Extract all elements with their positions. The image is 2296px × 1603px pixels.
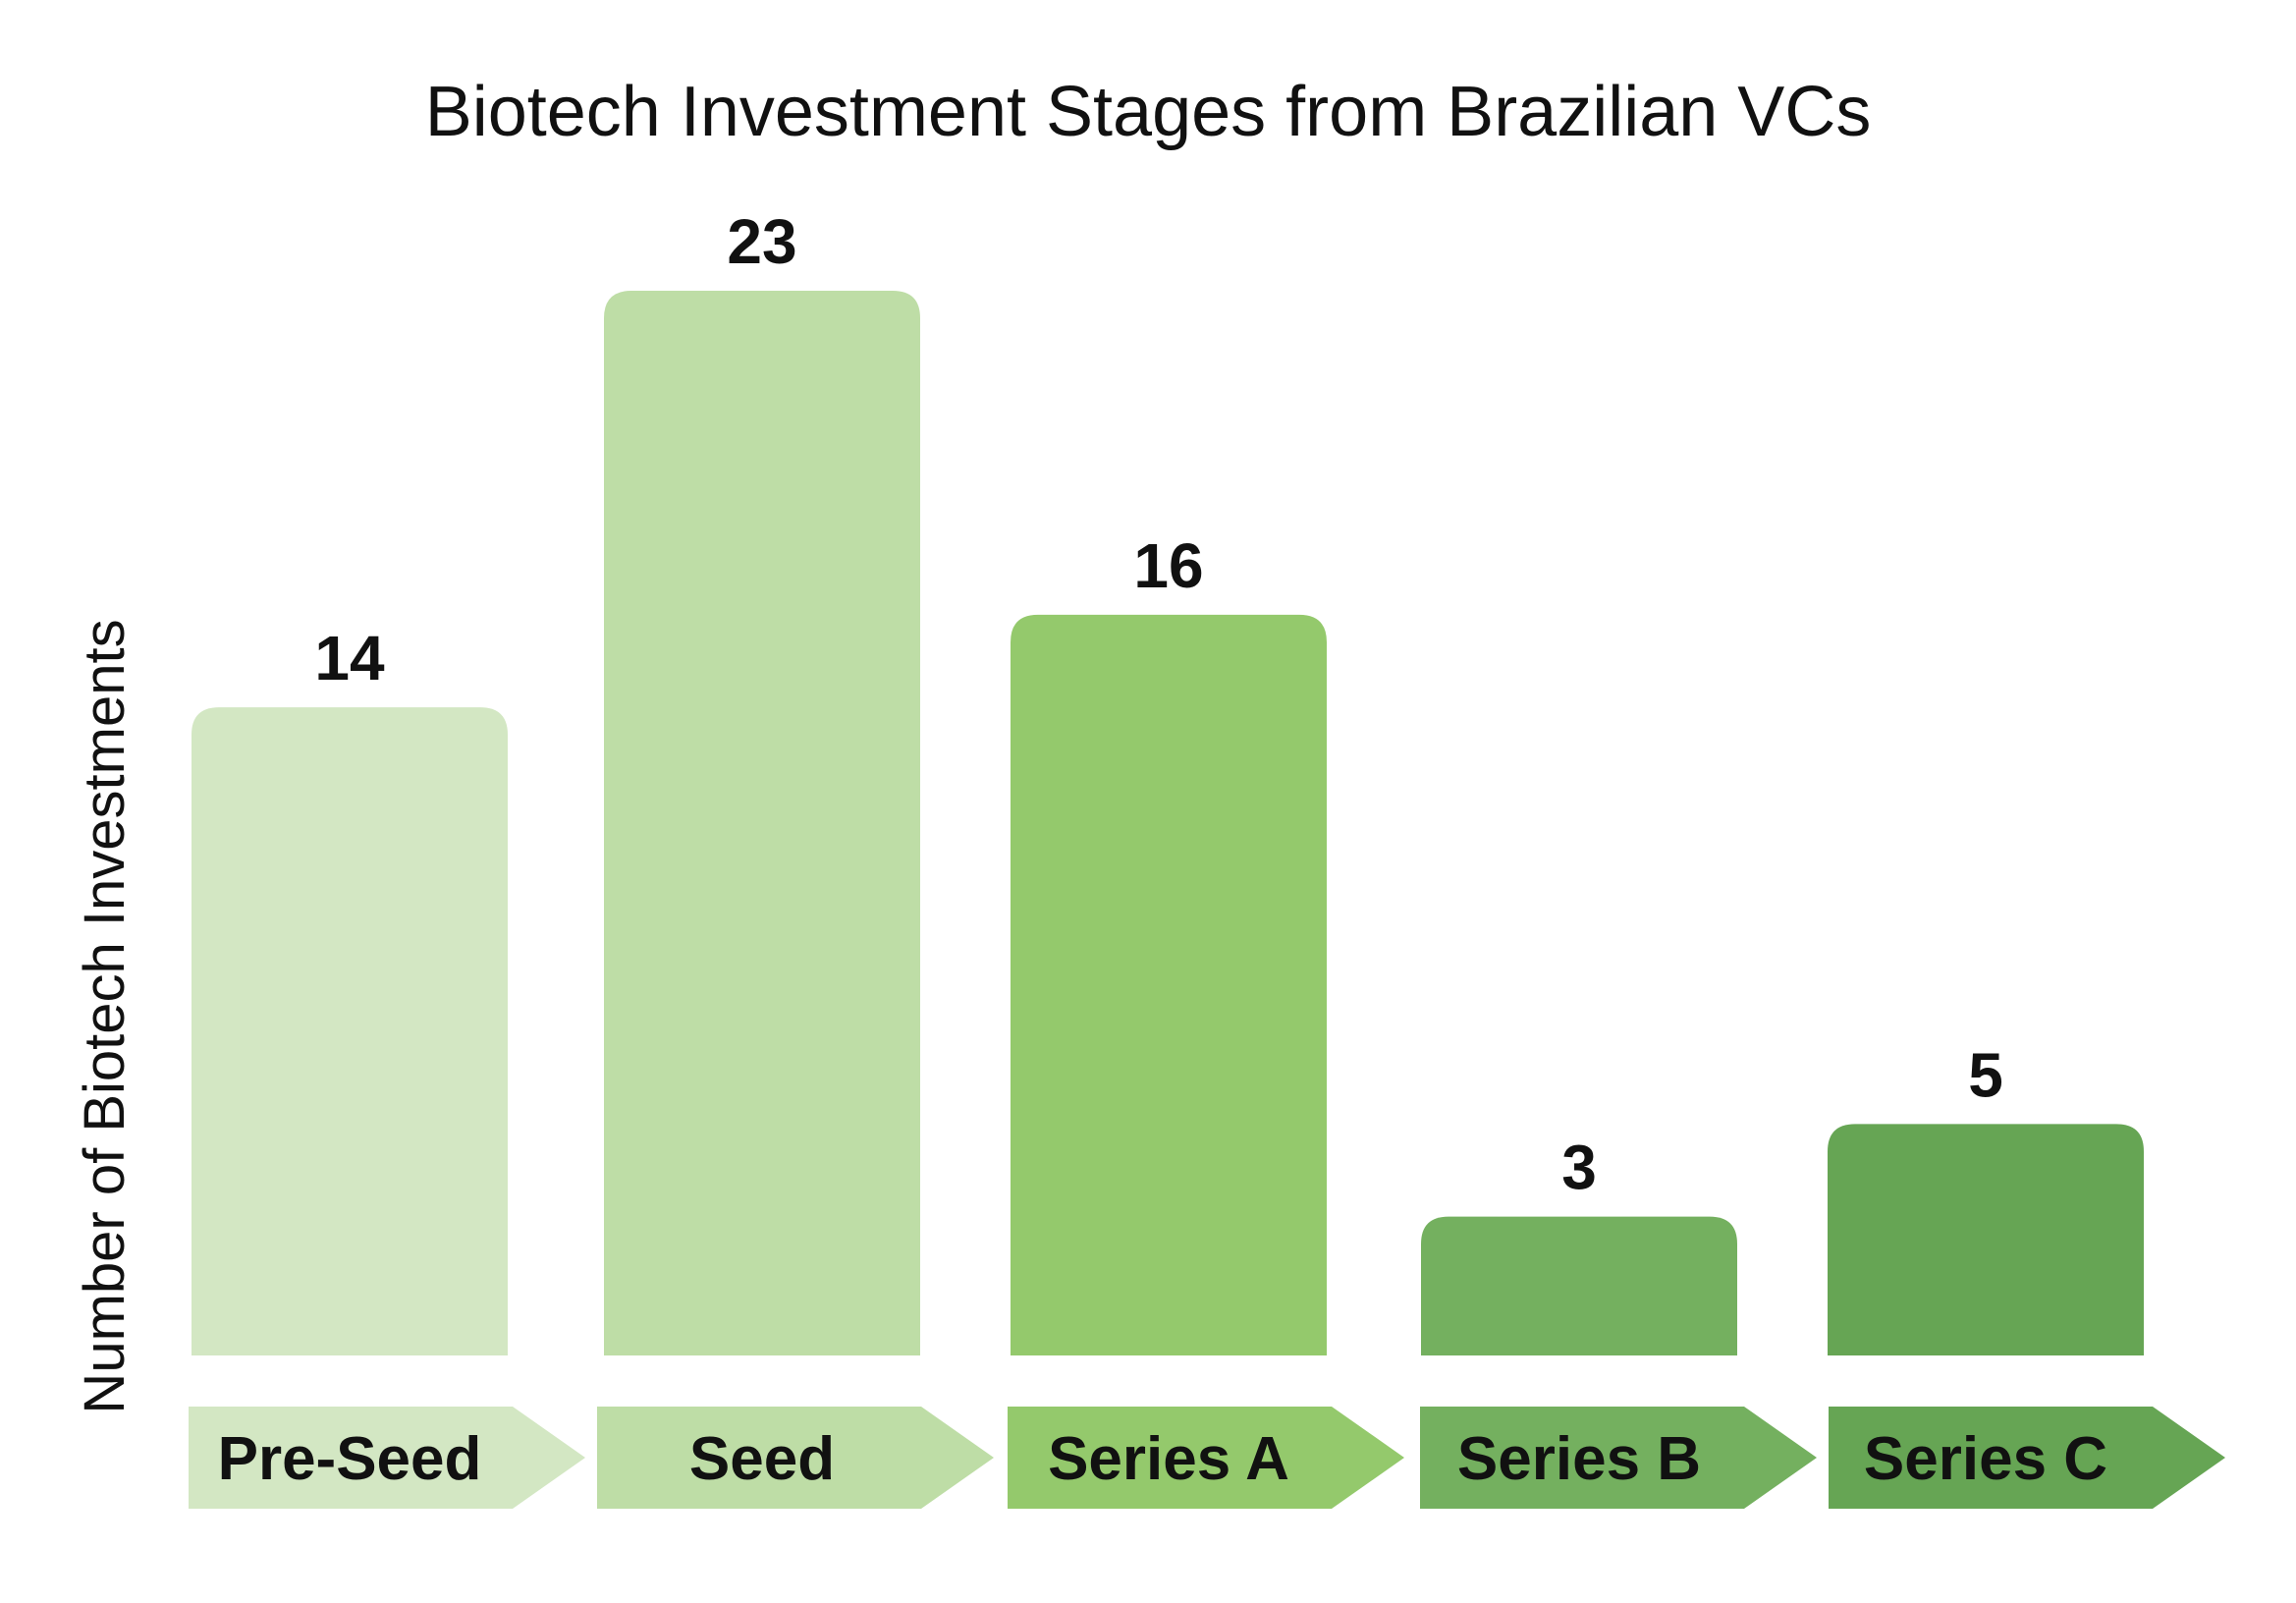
bar-series-b	[1421, 1216, 1737, 1355]
chart-title: Biotech Investment Stages from Brazilian…	[425, 73, 1872, 151]
bar-seed	[604, 291, 920, 1355]
value-labels-group: 14 23 16 3 5	[314, 206, 2002, 1203]
stage-arrow-series-a	[1008, 1407, 1404, 1509]
stage-arrows-group: Pre-Seed Seed Series A Series B Series C	[189, 1407, 2225, 1509]
bar-series-c	[1828, 1124, 2144, 1355]
bar-pre-seed	[191, 707, 508, 1355]
value-label-series-c: 5	[1968, 1039, 2003, 1110]
bar-series-a	[1011, 614, 1327, 1355]
bars-group	[191, 291, 2144, 1355]
value-label-pre-seed: 14	[314, 623, 385, 693]
stage-arrow-pre-seed	[189, 1407, 585, 1509]
stage-arrow-series-c	[1829, 1407, 2225, 1509]
category-label-series-c: Series C	[1864, 1425, 2107, 1493]
value-label-series-a: 16	[1133, 530, 1203, 601]
value-label-seed: 23	[727, 206, 796, 277]
y-axis-label: Number of Biotech Investments	[73, 619, 137, 1413]
value-label-series-b: 3	[1561, 1133, 1597, 1203]
category-label-pre-seed: Pre-Seed	[218, 1425, 482, 1493]
stage-arrow-series-b	[1420, 1407, 1817, 1509]
category-label-series-a: Series A	[1048, 1425, 1289, 1493]
category-label-seed: Seed	[689, 1425, 835, 1493]
stage-arrow-seed	[597, 1407, 994, 1509]
category-label-series-b: Series B	[1457, 1425, 1701, 1493]
